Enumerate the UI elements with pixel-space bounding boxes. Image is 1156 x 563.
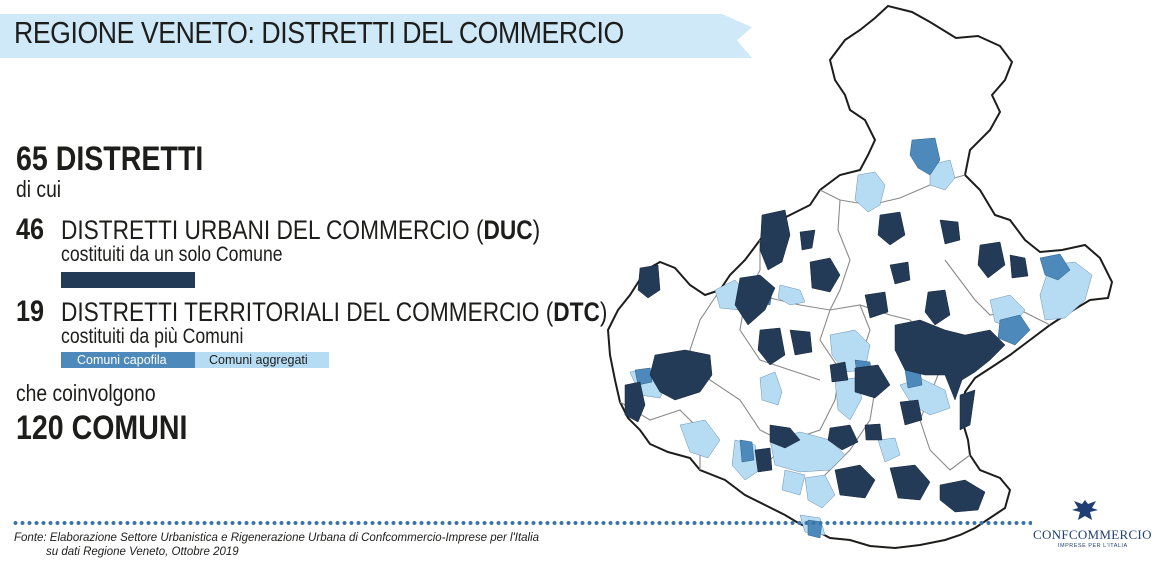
capofila-legend-label: Comuni capofila [77, 353, 167, 367]
duc-close: ) [532, 215, 541, 245]
veneto-region-outline [606, 4, 1114, 550]
total-districts: 65 DISTRETTI [16, 140, 204, 178]
dtc-desc: costituiti da più Comuni [61, 325, 244, 348]
logo-tagline: IMPRESE PER L'ITALIA [1058, 543, 1128, 549]
source-line-2: su dati Regione Veneto, Ottobre 2019 [46, 546, 239, 558]
dtc-abbr: DTC [553, 297, 600, 327]
dtc-label: DISTRETTI TERRITORIALI DEL COMMERCIO (DT… [61, 297, 607, 328]
duc-legend-swatch [61, 272, 195, 288]
duc-label-text: DISTRETTI URBANI DEL COMMERCIO ( [61, 215, 484, 245]
duc-count: 46 [16, 213, 45, 246]
veneto-district-map [606, 4, 1114, 550]
dtc-count: 19 [16, 295, 45, 328]
total-suffix: di cui [16, 176, 62, 202]
title-band [0, 14, 752, 58]
aggregati-legend-swatch: Comuni aggregati [195, 352, 329, 368]
dtc-label-text: DISTRETTI TERRITORIALI DEL COMMERCIO ( [61, 297, 554, 327]
duc-abbr: DUC [483, 215, 533, 245]
dtc-close: ) [599, 297, 608, 327]
aggregati-legend-label: Comuni aggregati [209, 353, 308, 367]
duc-label: DISTRETTI URBANI DEL COMMERCIO (DUC) [61, 215, 540, 246]
source-line-1: Fonte: Elaborazione Settore Urbanistica … [14, 532, 540, 544]
logo-name: CONFCOMMERCIO [1033, 527, 1152, 542]
involve-value: 120 COMUNI [16, 409, 188, 447]
page-title: REGIONE VENETO: DISTRETTI DEL COMMERCIO [14, 15, 624, 50]
footer-divider [12, 520, 1032, 526]
capofila-legend-swatch: Comuni capofila [61, 352, 195, 368]
confcommercio-eagle-icon [1072, 500, 1098, 520]
involve-text: che coinvolgono [16, 380, 156, 406]
duc-areas [624, 209, 1029, 513]
duc-desc: costituiti da un solo Comune [61, 243, 283, 266]
